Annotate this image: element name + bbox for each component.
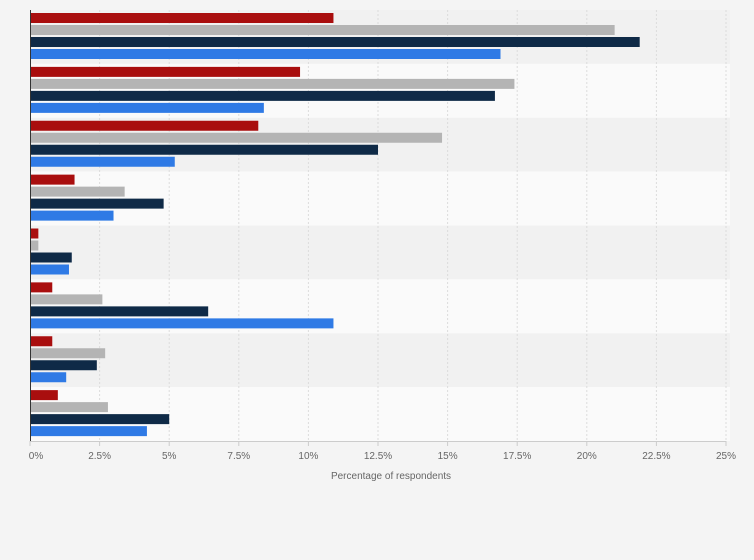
bar[interactable] (30, 90, 495, 101)
bar[interactable] (30, 414, 170, 425)
bar[interactable] (30, 49, 501, 59)
bar[interactable] (30, 66, 301, 77)
x-tick-label: 12.5% (364, 451, 392, 462)
bar[interactable] (30, 336, 53, 347)
bar[interactable] (30, 348, 106, 359)
bar[interactable] (30, 252, 72, 263)
x-tick-label: 22.5% (642, 451, 670, 462)
bar[interactable] (30, 102, 264, 113)
bar[interactable] (30, 306, 209, 317)
bar[interactable] (30, 25, 615, 35)
x-tick-label: 25% (716, 451, 736, 462)
bar[interactable] (30, 156, 175, 167)
bar[interactable] (30, 282, 53, 293)
bar[interactable] (30, 37, 640, 47)
x-tick-label: 2.5% (88, 451, 111, 462)
bar[interactable] (30, 13, 334, 23)
bar[interactable] (30, 294, 103, 305)
bar[interactable] (30, 120, 259, 131)
bar[interactable] (30, 264, 69, 275)
x-tick-label: 7.5% (227, 451, 250, 462)
x-tick-label: 15% (438, 451, 458, 462)
bar[interactable] (30, 360, 97, 371)
x-tick-label: 5% (162, 451, 177, 462)
bar[interactable] (30, 198, 164, 209)
bar[interactable] (30, 78, 515, 89)
x-tick-label: 10% (298, 451, 318, 462)
x-tick-label: 20% (577, 451, 597, 462)
bar[interactable] (30, 144, 378, 155)
bar[interactable] (30, 318, 334, 329)
bar[interactable] (30, 402, 108, 413)
bar[interactable] (30, 174, 75, 185)
bar[interactable] (30, 228, 39, 239)
bar[interactable] (30, 372, 67, 383)
bar[interactable] (30, 210, 114, 221)
category-band (30, 225, 730, 280)
bar[interactable] (30, 390, 58, 401)
category-band (30, 333, 730, 388)
bar[interactable] (30, 186, 125, 197)
x-tick-label: 17.5% (503, 451, 531, 462)
category-band (30, 171, 730, 226)
x-axis-title: Percentage of respondents (331, 471, 451, 482)
bar[interactable] (30, 240, 39, 251)
bar[interactable] (30, 132, 443, 143)
bar[interactable] (30, 426, 147, 437)
x-tick-label: 0% (29, 451, 44, 462)
